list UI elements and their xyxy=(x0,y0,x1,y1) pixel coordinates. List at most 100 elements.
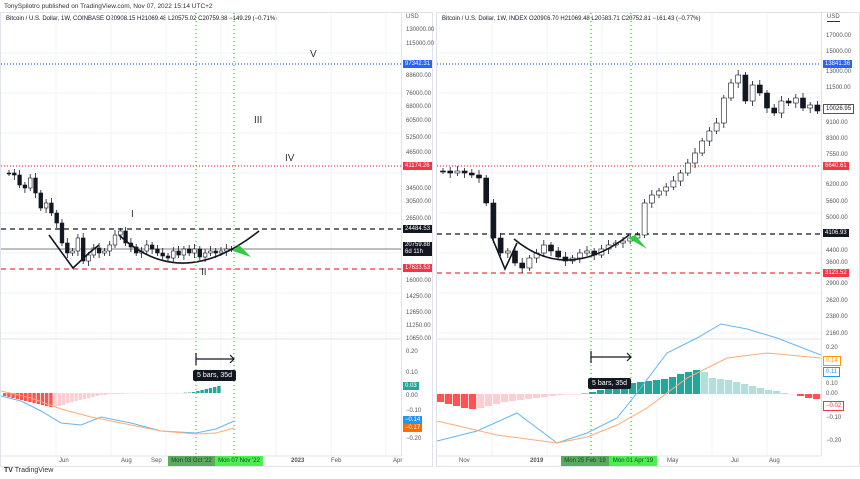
macd-histogram-bar xyxy=(49,393,53,407)
macd-histogram-bar xyxy=(461,394,469,408)
currency-label: USD xyxy=(406,14,419,20)
candle-body xyxy=(771,107,778,114)
candle-body xyxy=(149,244,155,250)
axis-tick: −0.10 xyxy=(826,415,842,421)
candle-body xyxy=(576,252,583,259)
axis-tick: 76000.00 xyxy=(406,91,432,97)
candle-body xyxy=(38,192,43,209)
candle-body xyxy=(699,140,706,154)
candle-body xyxy=(43,202,49,209)
candle-body xyxy=(218,250,224,254)
macd-histogram-bar xyxy=(693,370,701,394)
macd-histogram-bar xyxy=(493,394,501,404)
macd-histogram-bar xyxy=(749,386,757,394)
axis-tick: 0.20 xyxy=(406,349,418,355)
time-tick: 2023 xyxy=(291,458,305,464)
left-legend: Bitcoin / U.S. Dollar, 1W, COINBASE O209… xyxy=(6,16,278,22)
macd-histogram-bar xyxy=(701,372,709,394)
macd-histogram-bar xyxy=(11,393,15,398)
candle-body xyxy=(224,248,229,252)
macd-line-tag: 0.11 xyxy=(823,367,841,377)
candle-body xyxy=(112,234,118,246)
candle-body xyxy=(548,244,554,252)
macd-histogram-bar xyxy=(36,393,40,404)
candle-body xyxy=(800,97,806,109)
macd-histogram-bar xyxy=(137,393,141,394)
wave-label-i: I xyxy=(131,209,134,220)
candle-body xyxy=(778,100,785,114)
time-tick: Nov xyxy=(459,458,470,464)
macd-histogram-bar xyxy=(45,393,49,406)
macd-line-tag: −0.14 xyxy=(403,416,423,424)
candle-body xyxy=(692,152,698,164)
axis-tick: 5000.00 xyxy=(826,215,848,221)
right-chart[interactable]: Bitcoin / U.S. Dollar, 1W, INDEX O20906.… xyxy=(436,12,860,467)
candle-body xyxy=(107,244,112,252)
axis-tick: 0.10 xyxy=(826,381,838,387)
countdown: 6d 11h xyxy=(405,249,423,255)
macd-histogram-bar xyxy=(717,379,725,394)
axis-tick: 16000.00 xyxy=(406,278,432,284)
macd-histogram-bar xyxy=(116,393,120,394)
date-mark-start: Mon 25 Feb '19 xyxy=(561,456,609,466)
signal-line-tag: −0.17 xyxy=(403,424,423,432)
macd-histogram-bar xyxy=(445,394,453,404)
macd-histogram-bar xyxy=(66,393,70,403)
left-chart-canvas[interactable] xyxy=(1,13,401,468)
axis-tick: 8300.00 xyxy=(826,136,848,142)
candle-body xyxy=(476,174,482,179)
candle-body xyxy=(33,177,38,194)
axis-tick: 0.20 xyxy=(826,345,838,351)
right-chart-canvas[interactable] xyxy=(437,13,821,468)
candle-body xyxy=(483,177,490,204)
macd-hist-tag: 0.03 xyxy=(403,382,419,390)
right-price-axis[interactable]: USD 17000.00 15000.00 13000.00 11500.00 9100… xyxy=(821,13,860,456)
axis-tick: 10650.00 xyxy=(406,336,432,342)
candle-body xyxy=(22,184,28,189)
candle-body xyxy=(670,180,677,188)
macd-histogram-bar xyxy=(158,393,162,394)
axis-tick: 2620.00 xyxy=(826,298,848,304)
price-tag-red-bottom: 3123.52 xyxy=(823,269,849,277)
macd-histogram-bar xyxy=(589,392,597,394)
candle-body xyxy=(102,250,107,254)
macd-histogram-bar xyxy=(501,394,509,402)
candle-body xyxy=(490,202,497,239)
macd-histogram-bar xyxy=(95,393,99,396)
macd-histogram-bar xyxy=(103,393,108,395)
time-tick: Apr xyxy=(393,458,403,464)
axis-tick: 11250.00 xyxy=(406,323,431,329)
time-tick: 2019 xyxy=(530,458,544,464)
candle-body xyxy=(123,230,128,244)
candle-body xyxy=(54,212,59,224)
left-price-axis[interactable]: USD 130000.00 115000.00 88600.00 76000.00 68… xyxy=(401,13,434,456)
publisher-line: TonySpilotro published on TradingView.co… xyxy=(4,3,213,10)
tradingview-logo[interactable]: TV TradingView xyxy=(4,467,53,474)
candle-body xyxy=(461,170,468,174)
price-tag-blue: 97342.31 xyxy=(403,60,433,68)
candle-body xyxy=(160,252,165,257)
candle-body xyxy=(181,248,187,256)
macd-histogram-bar xyxy=(124,393,129,394)
candle-body xyxy=(208,250,213,254)
candle-body xyxy=(440,170,446,173)
left-chart[interactable]: Bitcoin / U.S. Dollar, 1W, COINBASE O209… xyxy=(0,12,434,468)
macd-histogram-bar xyxy=(549,394,557,396)
macd-histogram-bar xyxy=(87,393,91,398)
cup-curve xyxy=(48,230,260,270)
macd-histogram-bar xyxy=(162,393,166,394)
macd-histogram-bar xyxy=(112,393,116,394)
macd-histogram-bar xyxy=(733,382,741,394)
macd-histogram-bar xyxy=(765,390,773,394)
macd-histogram-bar xyxy=(57,393,61,406)
macd-histogram-bar xyxy=(597,390,605,394)
candle-body xyxy=(792,97,799,104)
macd-histogram-bar xyxy=(213,387,217,393)
macd-histogram-bar xyxy=(154,393,158,394)
axis-tick: −0.20 xyxy=(406,436,422,442)
date-mark-end: Mon 07 Nov '22 xyxy=(215,456,263,466)
candle-body xyxy=(756,84,763,94)
axis-tick: 34500.00 xyxy=(406,186,432,192)
macd-histogram-bar xyxy=(797,394,805,396)
candle-body xyxy=(519,262,526,269)
